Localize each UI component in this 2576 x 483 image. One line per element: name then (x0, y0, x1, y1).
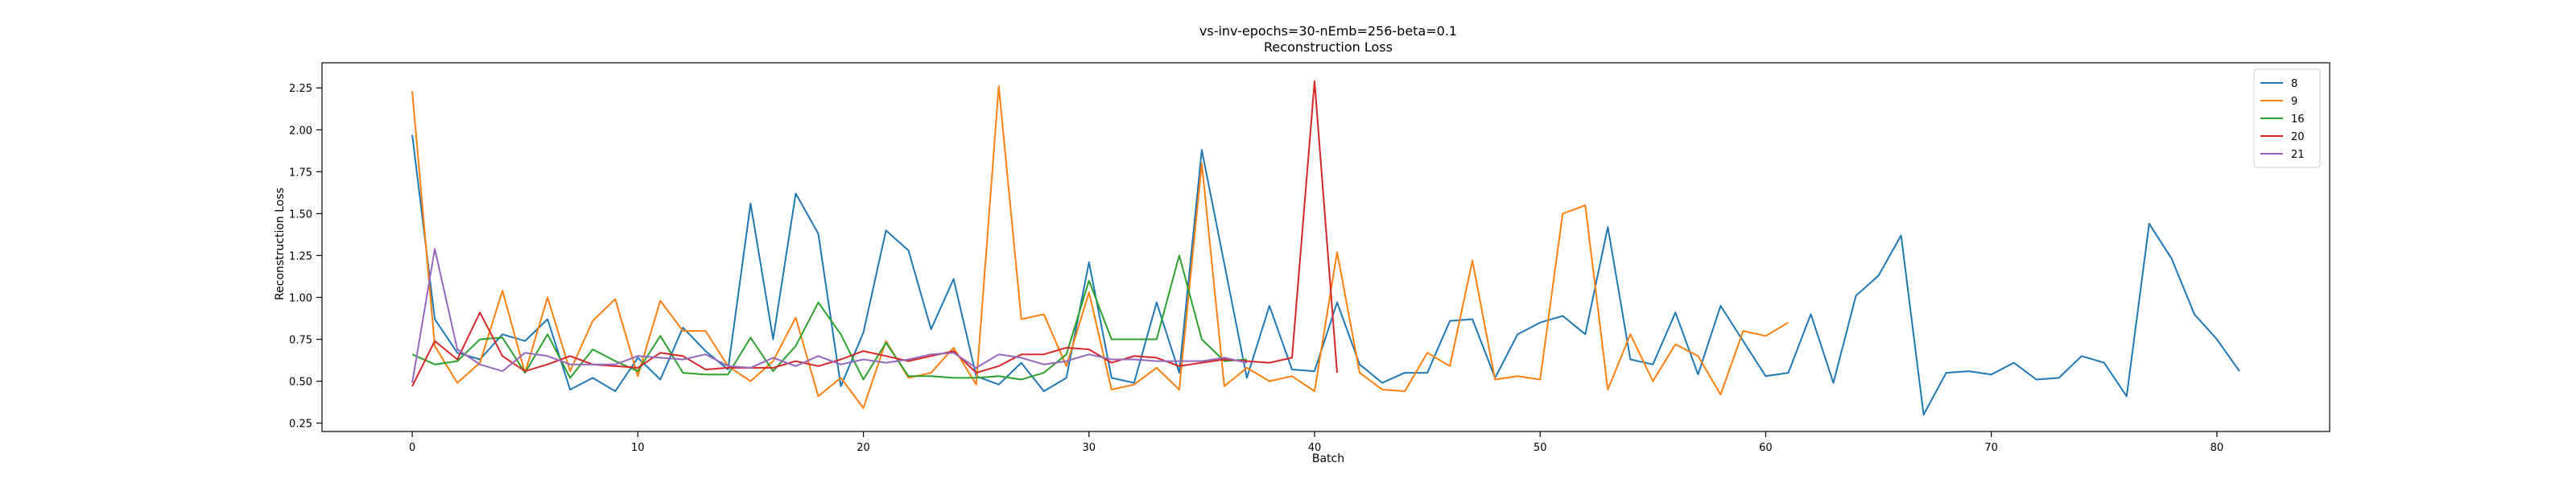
x-tick-label: 40 (1308, 442, 1322, 454)
y-tick-label: 1.00 (289, 292, 312, 304)
chart-title: vs-inv-epochs=30-nEmb=256-beta=0.1 (1199, 23, 1457, 39)
y-tick-label: 2.00 (289, 125, 312, 137)
y-tick-label: 2.25 (289, 83, 312, 95)
x-tick-label: 60 (1759, 442, 1773, 454)
y-tick-label: 0.75 (289, 335, 312, 347)
legend: 8 9 16 20 21 (2253, 68, 2321, 168)
series-line-9 (411, 85, 1790, 409)
x-tick-label: 80 (2211, 442, 2224, 454)
series-line-20 (411, 80, 1338, 387)
x-tick-label: 70 (1984, 442, 1998, 454)
axes-layer: 0 10 20 30 40 50 60 70 80 0.25 0.50 0.75 1.00 1.25 1.5… (289, 62, 2330, 454)
series-line-16 (411, 254, 1247, 381)
y-tick-label: 1.25 (289, 250, 312, 262)
y-tick-label: 0.25 (289, 419, 312, 431)
y-tick-label: 1.75 (289, 167, 312, 179)
series-layer (411, 80, 2240, 416)
x-tick-label: 10 (631, 442, 645, 454)
y-axis-label: Reconstruction Loss (274, 188, 287, 300)
x-tick-label: 20 (857, 442, 870, 454)
x-tick-label: 50 (1534, 442, 1547, 454)
series-line-21 (411, 248, 1248, 383)
y-tick-label: 1.50 (289, 208, 312, 221)
chart-subtitle: Reconstruction Loss (1264, 39, 1393, 55)
legend-label-8: 8 (2291, 78, 2297, 90)
legend-box (2253, 68, 2321, 168)
legend-label-9: 9 (2291, 96, 2297, 108)
legend-label-20: 20 (2291, 131, 2305, 143)
x-axis-label: Batch (1312, 452, 1344, 465)
x-tick-label: 0 (409, 442, 415, 454)
legend-label-21: 21 (2291, 149, 2305, 161)
plot-frame (321, 62, 2330, 432)
y-tick-label: 0.50 (289, 377, 312, 389)
legend-label-16: 16 (2291, 114, 2305, 126)
x-tick-label: 30 (1082, 442, 1096, 454)
